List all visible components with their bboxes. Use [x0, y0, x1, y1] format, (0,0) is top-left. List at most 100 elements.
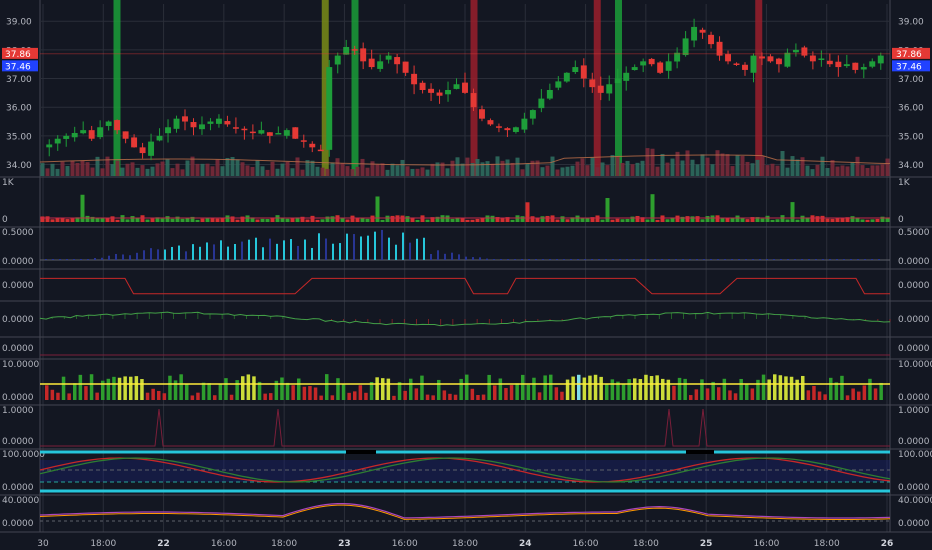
volume-bar: [430, 163, 435, 176]
volume-indicator-bar: [55, 217, 60, 222]
histogram-bar: [879, 382, 883, 400]
indicator-tick-label-right: 1K: [898, 178, 911, 188]
candle-body: [504, 128, 511, 131]
volume-bar: [845, 166, 850, 176]
volume-bar: [730, 166, 735, 176]
volume-bar: [655, 166, 660, 176]
volume-bar: [435, 162, 440, 176]
signal-band: [113, 0, 121, 176]
volume-indicator-bar: [130, 216, 135, 222]
volume-bar: [310, 160, 315, 176]
histogram-bar: [644, 374, 648, 400]
indicator-tick-label-left: 0.0000: [2, 344, 34, 354]
oscillator-histogram-bar: [801, 259, 803, 260]
volume-bar: [650, 148, 655, 176]
oscillator-histogram-bar: [304, 239, 306, 260]
histogram-bar: [515, 383, 519, 400]
time-tick-label: 18:00: [90, 539, 116, 549]
candle-body: [360, 48, 367, 62]
oscillator-histogram-bar: [87, 259, 89, 260]
histogram-bar: [123, 376, 127, 400]
candle-body: [546, 90, 553, 99]
volume-bar: [800, 157, 805, 176]
volume-indicator-bar: [425, 219, 430, 222]
histogram-bar: [633, 378, 637, 400]
volume-indicator-bar: [145, 219, 150, 222]
volume-bar: [750, 163, 755, 176]
histogram-bar: [308, 386, 312, 400]
candle-body: [148, 141, 155, 156]
candle-body: [648, 58, 655, 65]
histogram-bar: [857, 391, 861, 400]
volume-bar: [670, 158, 675, 176]
candle-body: [275, 133, 282, 135]
oscillator-histogram-bar: [514, 259, 516, 260]
signal-band: [755, 0, 763, 176]
volume-indicator-bar: [290, 217, 295, 222]
indicator-tick-label-right: 10.0000: [898, 360, 932, 370]
oscillator-histogram-bar: [136, 252, 138, 260]
volume-ma-line: [39, 154, 891, 166]
volume-bar: [725, 154, 730, 176]
volume-indicator-bar: [420, 215, 425, 222]
volume-indicator-bar: [80, 194, 85, 222]
volume-bar: [600, 162, 605, 176]
volume-bar: [300, 169, 305, 176]
histogram-bar: [638, 379, 643, 400]
histogram-bar: [661, 378, 665, 400]
candle-body: [555, 81, 562, 88]
volume-indicator-bar: [745, 219, 750, 222]
histogram-bar: [745, 383, 749, 400]
oscillator-histogram-bar: [745, 259, 747, 260]
volume-bar: [170, 168, 175, 176]
oscillator-histogram-bar: [45, 259, 47, 260]
volume-bar: [735, 155, 740, 176]
volume-bar: [205, 163, 210, 176]
volume-indicator-bar: [825, 218, 830, 222]
volume-bar: [395, 165, 400, 176]
volume-bar: [665, 162, 670, 176]
candle-body: [699, 29, 706, 33]
oscillator-histogram-bar: [766, 259, 768, 260]
volume-bar: [130, 162, 135, 176]
stoch-band: [40, 460, 890, 482]
candle-body: [283, 130, 290, 136]
candle-body: [589, 79, 596, 88]
histogram-bar: [190, 395, 195, 400]
histogram-bar: [532, 377, 536, 400]
volume-indicator-bar: [560, 216, 565, 222]
candle-body: [852, 62, 859, 70]
histogram-bar: [672, 385, 676, 400]
histogram-bar: [56, 392, 60, 400]
volume-bar: [110, 164, 115, 176]
volume-indicator-bar: [835, 217, 840, 222]
histogram-bar: [801, 375, 805, 400]
volume-indicator-bar: [855, 217, 860, 222]
volume-indicator-bar: [305, 219, 310, 222]
volume-bar: [630, 164, 635, 176]
oscillator-histogram-bar: [521, 259, 523, 260]
candle-body: [351, 49, 358, 51]
candle-body: [224, 121, 231, 125]
histogram-bar: [319, 395, 323, 400]
histogram-bar: [504, 388, 508, 400]
histogram-bar: [655, 375, 659, 400]
oscillator-histogram-bar: [115, 253, 117, 260]
volume-indicator-bar: [70, 218, 75, 222]
oscillator-histogram-bar: [528, 259, 530, 260]
candle-body: [105, 121, 112, 126]
histogram-bar: [162, 393, 167, 400]
histogram-bar: [784, 376, 788, 400]
histogram-bar: [89, 374, 94, 400]
indicator-tick-label-left: 1.0000: [2, 406, 34, 416]
volume-indicator-bar: [830, 218, 835, 222]
oscillator-histogram-bar: [752, 259, 754, 260]
histogram-bar: [493, 385, 497, 400]
time-tick-label: 18:00: [814, 539, 840, 549]
indicator-tick-label-left: 10.0000: [2, 360, 39, 370]
oscillator-histogram-bar: [248, 239, 250, 260]
histogram-bar: [336, 378, 340, 400]
volume-bar: [150, 166, 155, 176]
